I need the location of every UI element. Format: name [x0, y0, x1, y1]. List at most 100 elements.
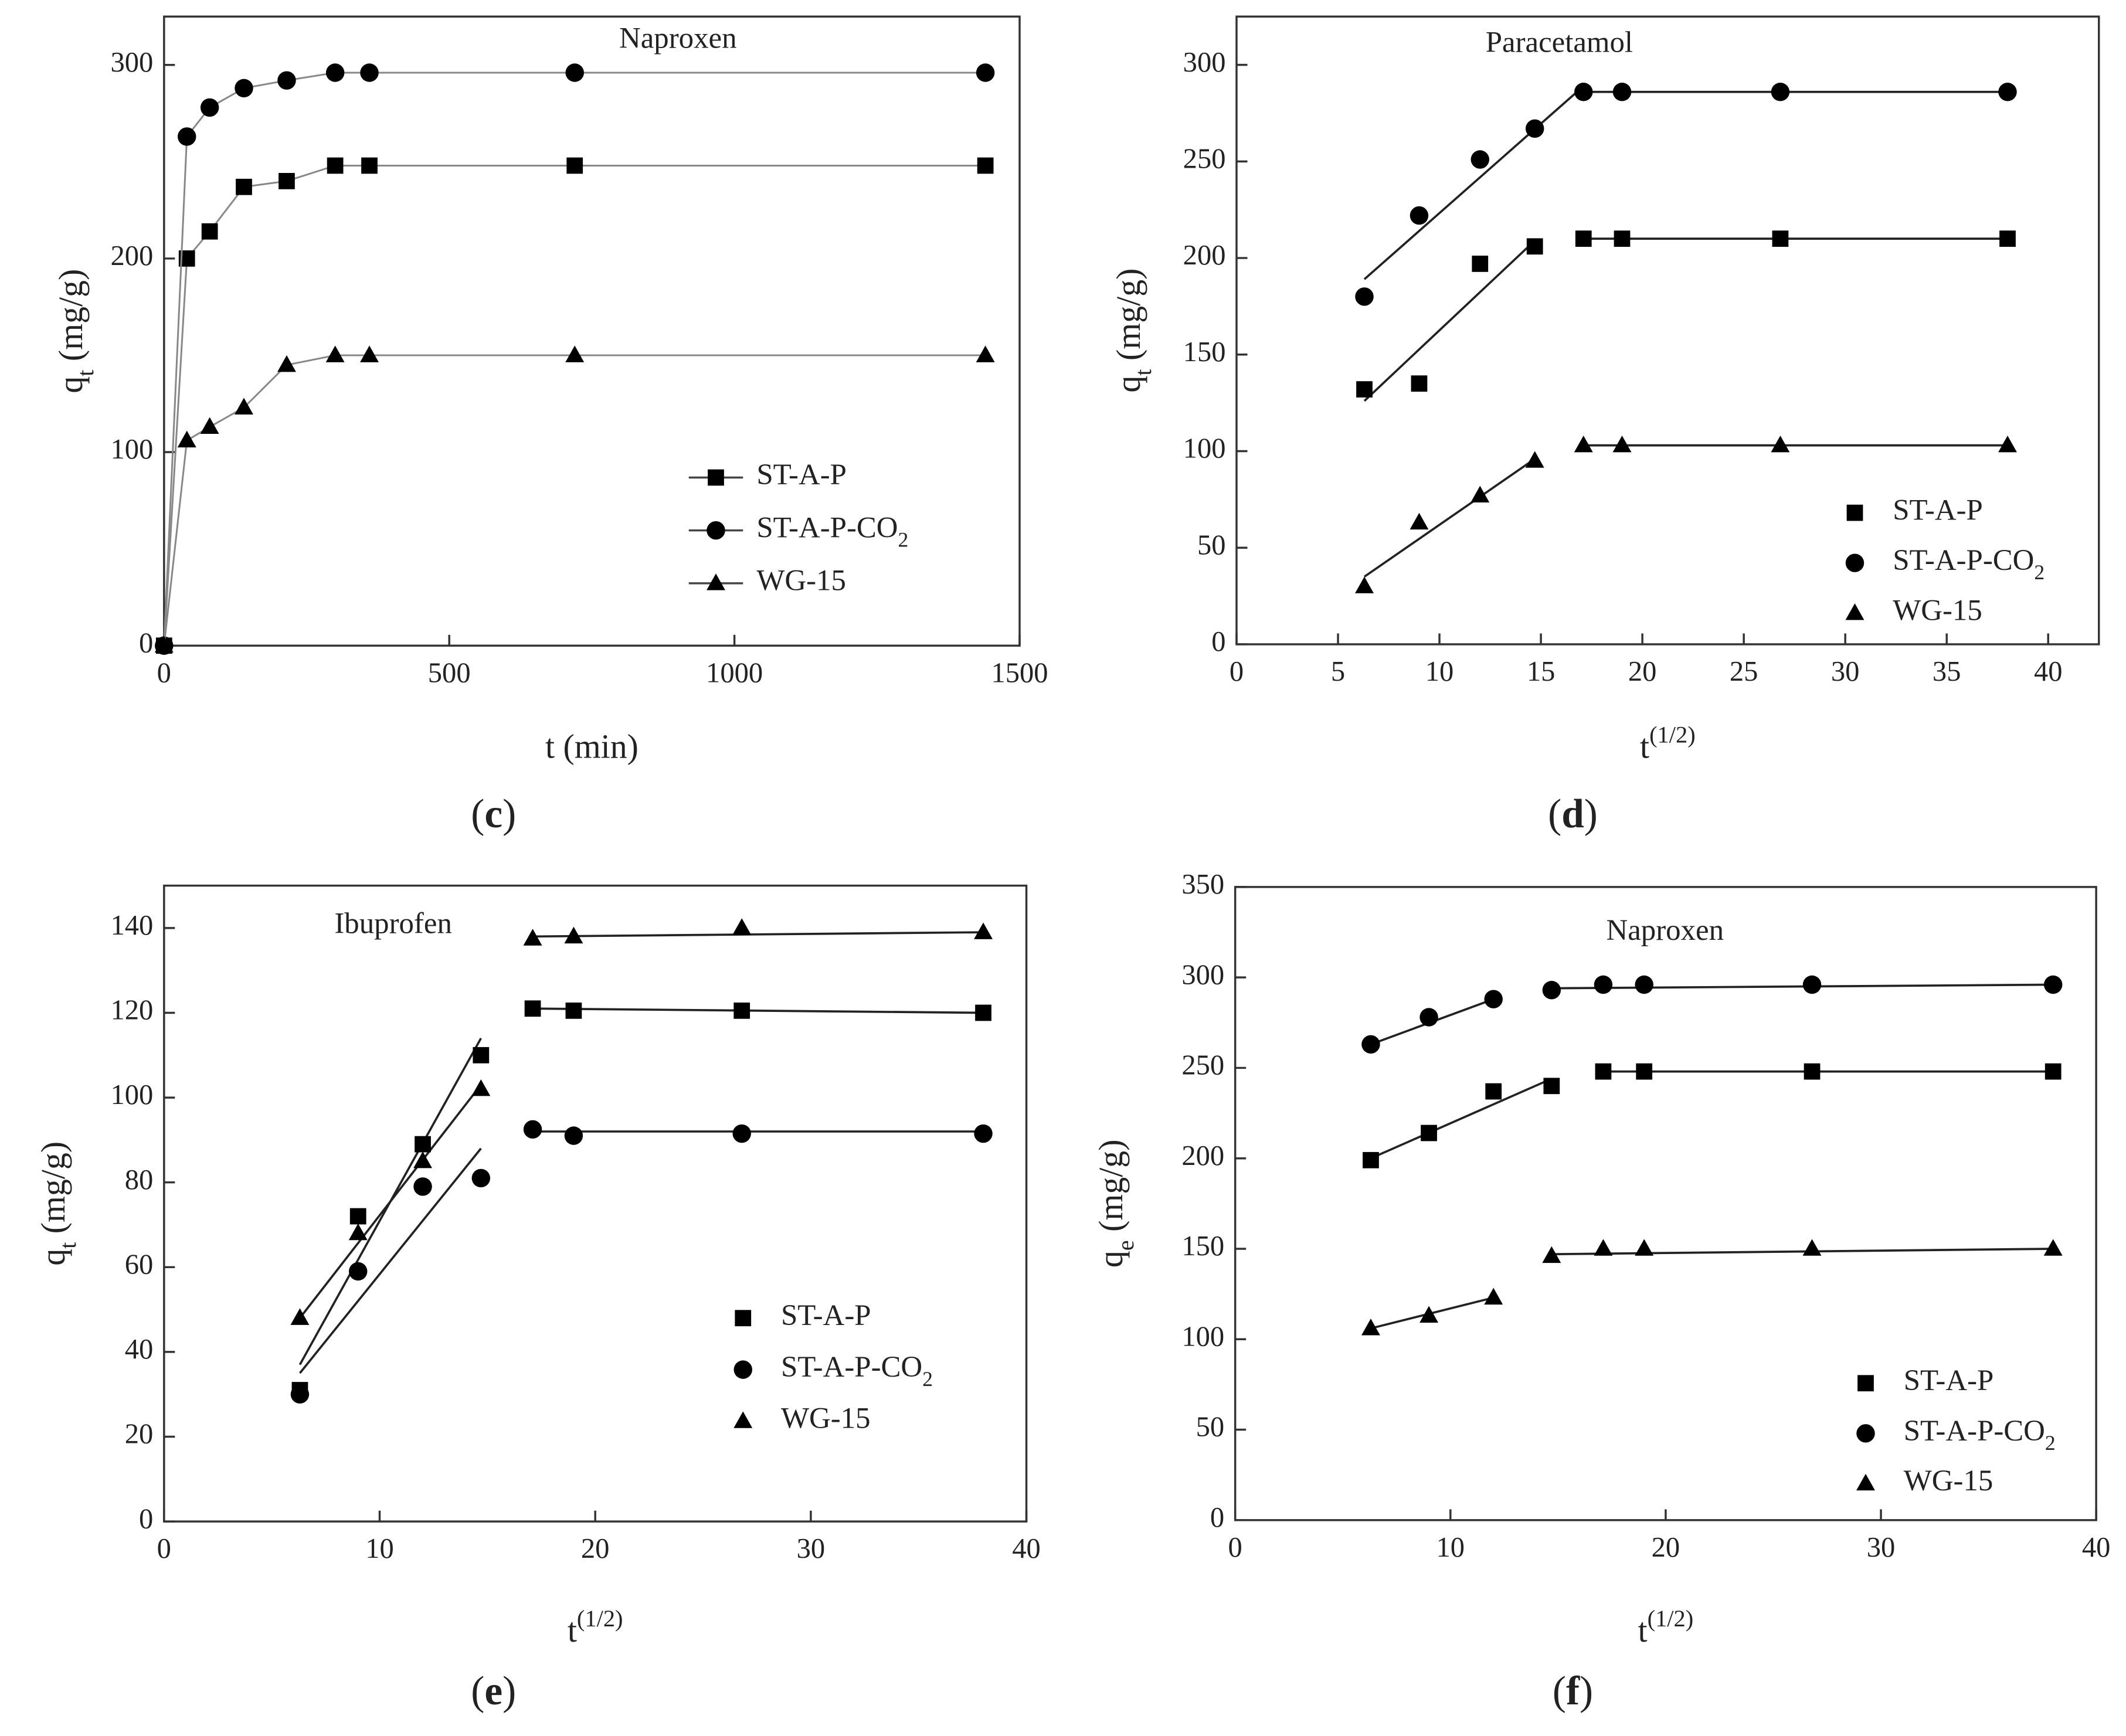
marker-triangle [325, 345, 345, 362]
panel-label: (e) [471, 1669, 516, 1714]
marker-triangle [1771, 435, 1790, 453]
marker-circle [1542, 981, 1561, 1000]
legend-label-part: 2 [2034, 560, 2045, 584]
legend-label-part: 2 [2045, 1431, 2056, 1455]
marker-circle [732, 1124, 751, 1143]
marker-triangle [413, 1151, 432, 1168]
y-tick-label: 150 [1181, 1230, 1224, 1262]
panel-label-part: ( [471, 791, 484, 837]
marker-circle [235, 79, 253, 98]
panel-label-part: f [1566, 1669, 1580, 1714]
marker-square [977, 157, 994, 174]
x-tick-label: 40 [2034, 655, 2063, 687]
y-tick-label: 140 [110, 909, 153, 941]
chart-title: Paracetamol [1486, 26, 1633, 59]
x-axis-label: t(1/2) [1640, 721, 1696, 765]
panel-label-part: ( [1553, 1669, 1566, 1714]
panel-label-part: c [484, 791, 502, 837]
panel-label-part: ( [471, 1669, 484, 1714]
panel-label: (c) [471, 791, 516, 837]
marker-square [2045, 1063, 2062, 1080]
chart-title: Naproxen [1606, 914, 1724, 947]
marker-triangle [177, 430, 196, 448]
panel-label: (d) [1548, 791, 1598, 837]
legend-label: ST-A-P-CO2 [781, 1351, 933, 1391]
legend-label: ST-A-P-CO2 [1893, 544, 2045, 585]
panel-label-part: ) [502, 791, 516, 837]
y-axis-label-part: t [72, 370, 99, 376]
fit-line [299, 1147, 482, 1374]
x-axis-label-part: (1/2) [1648, 1605, 1694, 1632]
series-line [163, 164, 986, 646]
plot-frame [163, 15, 1021, 647]
marker-square [1411, 375, 1428, 392]
marker-circle [564, 1126, 583, 1145]
marker-triangle [1355, 576, 1374, 593]
legend-label: WG-15 [1904, 1465, 1993, 1497]
marker-circle [1525, 119, 1544, 138]
marker-triangle [976, 345, 995, 362]
plot-frame [163, 884, 1028, 1523]
marker-circle [1635, 975, 1653, 994]
marker-circle [1361, 1035, 1380, 1054]
marker-triangle [1542, 1246, 1561, 1263]
marker-circle [976, 63, 995, 82]
y-tick-label: 60 [125, 1248, 154, 1280]
marker-circle [290, 1385, 310, 1404]
y-tick-label: 0 [139, 1503, 153, 1534]
marker-triangle [564, 926, 583, 944]
y-tick-label: 80 [125, 1164, 154, 1195]
x-tick-label: 500 [428, 657, 471, 688]
y-tick-label: 100 [110, 433, 153, 465]
y-tick-label: 200 [1181, 1140, 1224, 1171]
marker-circle [277, 71, 296, 90]
marker-square [1575, 230, 1592, 247]
marker-triangle [1419, 1306, 1439, 1323]
marker-triangle [732, 918, 752, 935]
y-tick-label: 300 [110, 46, 153, 78]
legend-label: WG-15 [781, 1402, 871, 1435]
fit-line [1551, 1248, 2053, 1256]
x-tick-label: 30 [1867, 1531, 1896, 1563]
marker-square [733, 1002, 750, 1019]
legend-marker [1856, 1424, 1875, 1443]
legend-marker [1846, 504, 1863, 521]
fit-line [532, 931, 984, 938]
legend-marker [707, 573, 725, 590]
y-tick-label: 100 [1183, 433, 1226, 464]
marker-square [1363, 1151, 1379, 1168]
y-tick-label: 50 [1196, 1411, 1225, 1443]
x-tick-label: 10 [1425, 655, 1454, 687]
x-tick-label: 40 [1012, 1533, 1041, 1564]
y-axis-label-part: q [1092, 1251, 1130, 1268]
y-axis-label-part: (mg/g) [1092, 1140, 1130, 1241]
marker-circle [1355, 287, 1374, 306]
y-axis-label-part: q [1109, 376, 1147, 393]
marker-circle [349, 1262, 368, 1281]
fit-line [1370, 1078, 1553, 1160]
marker-triangle [974, 922, 993, 939]
legend-marker [1845, 603, 1865, 620]
x-tick-label: 0 [157, 657, 171, 688]
marker-triangle [1484, 1287, 1503, 1305]
marker-square [1772, 230, 1789, 247]
marker-circle [565, 63, 584, 82]
marker-square [1356, 381, 1373, 398]
y-axis-label: qe (mg/g) [1092, 1140, 1139, 1268]
y-tick-label: 0 [139, 627, 153, 658]
x-tick-label: 20 [1628, 655, 1657, 687]
y-tick-label: 300 [1181, 959, 1224, 990]
legend-label: WG-15 [756, 565, 846, 597]
marker-circle [413, 1177, 432, 1196]
y-axis-label-part: (mg/g) [52, 269, 90, 370]
marker-circle [1574, 83, 1593, 101]
y-tick-label: 20 [125, 1418, 154, 1450]
marker-square [975, 1004, 991, 1021]
y-tick-label: 300 [1183, 46, 1226, 78]
x-tick-label: 1500 [991, 657, 1048, 688]
x-tick-label: 35 [1933, 655, 1961, 687]
y-tick-label: 200 [1183, 239, 1226, 271]
legend-marker [1857, 1375, 1874, 1392]
marker-circle [2043, 975, 2063, 994]
